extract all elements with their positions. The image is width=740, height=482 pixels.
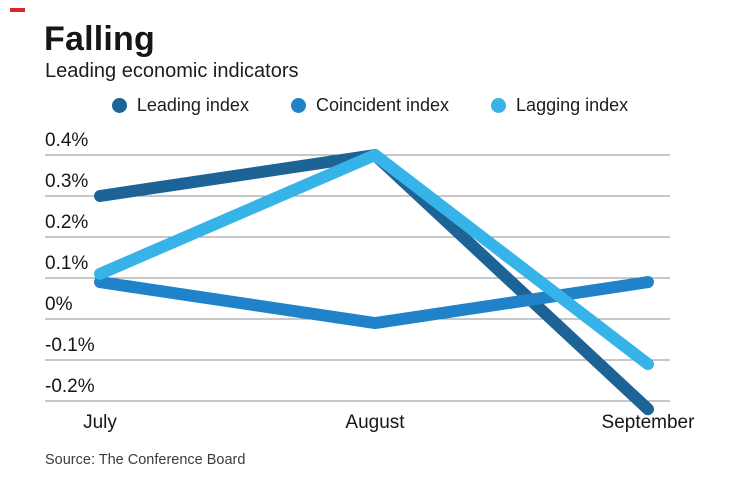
legend-dot-icon (491, 97, 507, 113)
x-axis-label-september: September (601, 412, 695, 433)
series-line-leading-index (94, 149, 654, 416)
y-tick-label: 0.1% (45, 253, 89, 274)
legend-item-leading-index: Leading index (111, 94, 249, 116)
legend-dot-icon (290, 97, 306, 113)
brand-accent-dash (10, 8, 25, 12)
chart-subtitle: Leading economic indicators (45, 60, 299, 82)
legend-label: Lagging index (516, 94, 629, 115)
y-tick-label: 0% (45, 294, 73, 315)
y-tick-label: 0.4% (45, 130, 89, 151)
y-tick-label: 0.2% (45, 212, 89, 233)
y-tick-label: -0.1% (45, 335, 95, 356)
legend-dot-icon (111, 97, 127, 113)
legend-label: Leading index (136, 94, 249, 115)
x-axis-label-july: July (83, 412, 117, 433)
legend-item-coincident-index: Coincident index (290, 94, 450, 116)
y-tick-label: 0.3% (45, 171, 89, 192)
legend-label: Coincident index (315, 94, 450, 115)
chart-title: Falling (44, 20, 155, 58)
legend-item-lagging-index: Lagging index (491, 95, 628, 116)
chart-legend: Leading index Coincident index Lagging ind… (0, 93, 740, 117)
series-line-lagging-index (94, 149, 654, 371)
y-tick-label: -0.2% (45, 376, 95, 397)
source-note: Source: The Conference Board (45, 452, 246, 468)
x-axis-label-august: August (345, 412, 405, 433)
